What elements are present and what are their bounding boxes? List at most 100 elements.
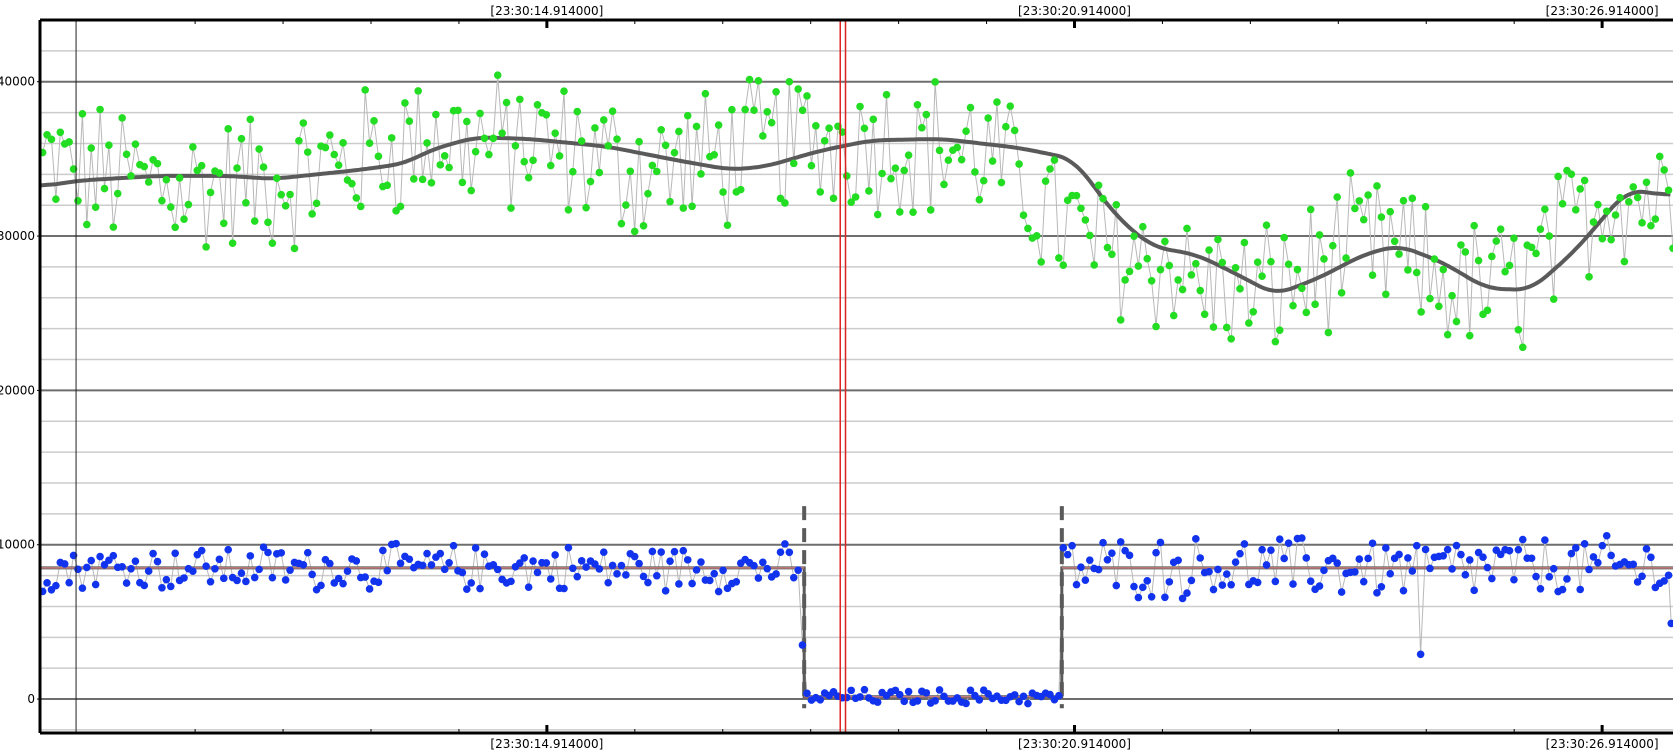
green-data-point	[940, 180, 948, 189]
blue-data-point	[1483, 563, 1492, 572]
blue-data-point	[595, 565, 604, 573]
blue-data-point	[493, 565, 502, 574]
green-data-point	[1249, 307, 1258, 316]
blue-data-point	[714, 587, 723, 596]
green-data-point	[652, 167, 661, 176]
green-data-point	[1571, 206, 1580, 214]
green-data-point	[719, 188, 727, 196]
green-data-point	[1262, 221, 1271, 229]
green-data-point	[1284, 260, 1293, 269]
green-data-point	[728, 105, 736, 114]
green-data-point	[1417, 308, 1425, 316]
green-data-point	[957, 155, 966, 164]
green-data-point	[467, 186, 476, 195]
blue-data-point	[1267, 546, 1275, 555]
blue-data-point	[1306, 577, 1315, 586]
blue-data-point	[467, 579, 476, 587]
green-data-point	[405, 117, 414, 126]
green-data-point	[1457, 241, 1465, 249]
blue-data-point	[122, 579, 131, 587]
blue-data-point	[1465, 556, 1474, 564]
blue-data-point	[383, 566, 392, 575]
blue-data-point	[1448, 565, 1456, 573]
green-data-point	[100, 184, 109, 193]
green-data-point	[1541, 205, 1549, 213]
blue-data-point	[153, 557, 162, 566]
blue-data-point	[255, 565, 263, 574]
blue-data-point	[303, 548, 312, 557]
green-data-point	[564, 206, 573, 214]
blue-data-point	[352, 557, 361, 565]
green-data-point	[979, 176, 988, 185]
blue-data-point	[361, 573, 369, 581]
green-data-point	[396, 202, 405, 211]
blue-data-point	[65, 578, 73, 587]
blue-data-point	[237, 569, 246, 578]
blue-data-point	[308, 570, 316, 579]
green-data-point	[91, 203, 100, 212]
green-data-point	[1545, 232, 1554, 240]
green-data-point	[1465, 331, 1474, 340]
green-data-point	[1404, 266, 1412, 274]
green-data-point	[591, 124, 599, 132]
blue-data-point	[1488, 574, 1496, 583]
green-data-point	[1032, 232, 1041, 240]
green-data-point	[1094, 181, 1103, 190]
green-data-point	[873, 210, 882, 219]
green-data-point	[688, 202, 696, 211]
green-data-point	[842, 172, 851, 180]
blue-data-point	[374, 578, 383, 587]
green-data-point	[1664, 186, 1673, 195]
green-data-point	[1518, 343, 1527, 352]
blue-data-point	[613, 570, 621, 578]
green-data-point	[608, 107, 617, 116]
green-data-point	[918, 123, 926, 132]
green-data-point	[944, 156, 953, 164]
green-data-point	[754, 76, 763, 85]
green-data-point	[277, 190, 286, 199]
green-data-point	[299, 119, 308, 127]
blue-data-point	[895, 690, 904, 699]
green-data-point	[569, 167, 577, 176]
blue-data-point	[1567, 549, 1576, 558]
blue-data-point	[798, 641, 807, 649]
blue-data-point	[1545, 573, 1554, 581]
green-data-point	[1655, 152, 1664, 161]
blue-data-point	[1541, 536, 1549, 544]
blue-data-point	[52, 581, 60, 590]
blue-data-point	[776, 548, 785, 556]
green-data-point	[361, 86, 369, 94]
green-data-point	[476, 109, 484, 118]
blue-data-point	[816, 695, 825, 704]
green-data-point	[1576, 185, 1585, 193]
green-data-point	[321, 143, 330, 152]
green-data-point	[1373, 182, 1381, 190]
blue-data-point	[180, 574, 188, 582]
blue-data-point	[697, 558, 705, 566]
green-data-point	[1510, 234, 1518, 242]
blue-data-point	[1236, 549, 1244, 558]
plot-frame	[38, 18, 1673, 735]
blue-data-point	[224, 545, 233, 554]
blue-data-point	[1660, 577, 1668, 585]
blue-data-point	[1664, 571, 1673, 580]
green-data-point	[670, 148, 679, 157]
green-data-point	[975, 195, 984, 204]
green-data-point	[1651, 215, 1660, 223]
blue-data-point	[219, 574, 228, 583]
green-data-point	[237, 134, 246, 143]
green-data-point	[87, 144, 96, 152]
green-data-point	[1236, 285, 1244, 293]
blue-data-point	[326, 559, 334, 568]
green-data-point	[1240, 238, 1249, 247]
blue-data-point	[1549, 564, 1558, 573]
blue-data-point	[1139, 583, 1147, 592]
green-data-point	[1077, 204, 1085, 213]
blue-data-point	[1633, 578, 1642, 586]
green-data-point	[895, 208, 904, 216]
green-data-point	[1156, 265, 1165, 274]
blue-data-point	[1125, 551, 1134, 560]
green-data-point	[1514, 325, 1523, 334]
green-data-point	[865, 187, 873, 195]
